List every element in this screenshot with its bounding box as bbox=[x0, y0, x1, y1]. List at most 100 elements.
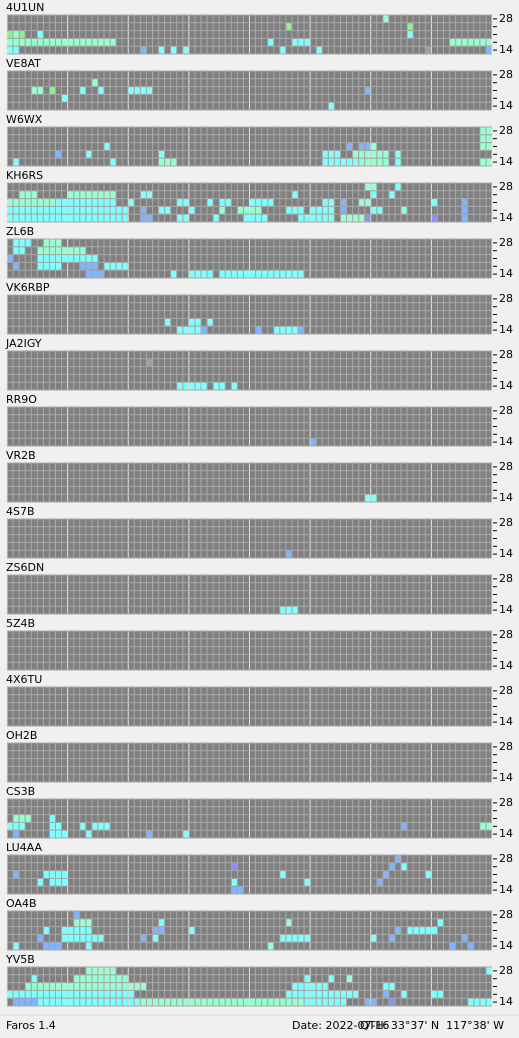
signal-cell bbox=[371, 183, 377, 191]
signal-cell bbox=[74, 983, 80, 990]
signal-cell bbox=[189, 318, 195, 326]
signal-cell bbox=[189, 326, 195, 334]
signal-cell bbox=[292, 983, 298, 990]
signal-cell bbox=[128, 199, 134, 206]
signal-cell bbox=[189, 270, 195, 278]
signal-cell bbox=[256, 214, 262, 222]
band-label: 28 bbox=[499, 908, 513, 921]
signal-cell bbox=[365, 150, 371, 158]
band-label: 28 bbox=[499, 628, 513, 641]
signal-cell bbox=[98, 87, 104, 94]
signal-cell bbox=[456, 38, 462, 46]
signal-cell bbox=[122, 214, 128, 222]
signal-cell bbox=[92, 967, 98, 975]
signal-cell bbox=[340, 199, 346, 206]
signal-cell bbox=[19, 990, 25, 998]
signal-cell bbox=[328, 998, 334, 1006]
signal-cell bbox=[462, 206, 468, 214]
station-panel: RR9O 28 14 bbox=[6, 393, 513, 448]
band-label: 14 bbox=[499, 267, 513, 280]
signal-cell bbox=[286, 934, 292, 942]
signal-cell bbox=[407, 927, 413, 934]
signal-cell bbox=[250, 214, 256, 222]
station-panel: ZL6B 28 14 bbox=[6, 225, 513, 280]
signal-cell bbox=[62, 990, 68, 998]
signal-cell bbox=[25, 38, 31, 46]
signal-cell bbox=[189, 206, 195, 214]
signal-cell bbox=[49, 262, 55, 270]
signal-cell bbox=[74, 990, 80, 998]
signal-cell bbox=[407, 23, 413, 31]
signal-cell bbox=[31, 87, 37, 94]
signal-cell bbox=[80, 822, 86, 830]
signal-cell bbox=[322, 199, 328, 206]
signal-cell bbox=[183, 998, 189, 1006]
band-label: 28 bbox=[499, 460, 513, 473]
signal-cell bbox=[116, 262, 122, 270]
signal-cell bbox=[62, 214, 68, 222]
signal-cell bbox=[146, 191, 152, 199]
signal-cell bbox=[74, 919, 80, 927]
signal-cell bbox=[262, 270, 268, 278]
signal-cell bbox=[104, 199, 110, 206]
signal-cell bbox=[231, 878, 237, 886]
signal-cell bbox=[80, 38, 86, 46]
signal-cell bbox=[365, 998, 371, 1006]
station-name: 4U1UN bbox=[6, 1, 44, 14]
signal-cell bbox=[92, 38, 98, 46]
signal-cell bbox=[468, 942, 474, 950]
station-panel: ZS6DN 28 14 bbox=[6, 561, 513, 616]
signal-cell bbox=[13, 871, 19, 878]
signal-cell bbox=[43, 942, 49, 950]
signal-cell bbox=[146, 87, 152, 94]
signal-cell bbox=[68, 247, 74, 255]
signal-cell bbox=[80, 983, 86, 990]
signal-cell bbox=[171, 998, 177, 1006]
signal-cell bbox=[68, 191, 74, 199]
signal-cell bbox=[49, 830, 55, 838]
signal-cell bbox=[304, 878, 310, 886]
signal-cell bbox=[298, 998, 304, 1006]
signal-cell bbox=[389, 863, 395, 871]
signal-cell bbox=[74, 206, 80, 214]
signal-cell bbox=[365, 87, 371, 94]
signal-cell bbox=[322, 214, 328, 222]
signal-cell bbox=[437, 990, 443, 998]
station-name: OA4B bbox=[6, 897, 37, 910]
signal-cell bbox=[80, 998, 86, 1006]
band-label: 14 bbox=[499, 939, 513, 952]
signal-cell bbox=[292, 606, 298, 614]
signal-cell bbox=[365, 494, 371, 502]
signal-cell bbox=[262, 199, 268, 206]
signal-cell bbox=[286, 326, 292, 334]
signal-cell bbox=[243, 206, 249, 214]
signal-cell bbox=[146, 830, 152, 838]
signal-cell bbox=[304, 214, 310, 222]
signal-cell bbox=[207, 998, 213, 1006]
band-label: 14 bbox=[499, 883, 513, 896]
signal-cell bbox=[389, 934, 395, 942]
signal-cell bbox=[49, 878, 55, 886]
signal-cell bbox=[86, 270, 92, 278]
signal-cell bbox=[92, 191, 98, 199]
signal-cell bbox=[92, 822, 98, 830]
signal-cell bbox=[25, 191, 31, 199]
signal-cell bbox=[250, 206, 256, 214]
signal-cell bbox=[86, 934, 92, 942]
signal-cell bbox=[480, 822, 486, 830]
signal-cell bbox=[62, 998, 68, 1006]
band-label: 28 bbox=[499, 68, 513, 81]
band-label: 14 bbox=[499, 99, 513, 112]
signal-cell bbox=[304, 975, 310, 983]
signal-cell bbox=[98, 206, 104, 214]
signal-cell bbox=[225, 998, 231, 1006]
signal-cell bbox=[195, 270, 201, 278]
signal-cell bbox=[104, 143, 110, 150]
signal-cell bbox=[316, 206, 322, 214]
signal-cell bbox=[110, 214, 116, 222]
signal-cell bbox=[334, 158, 340, 166]
station-panel: 4S7B 28 14 bbox=[6, 505, 513, 560]
signal-cell bbox=[56, 983, 62, 990]
